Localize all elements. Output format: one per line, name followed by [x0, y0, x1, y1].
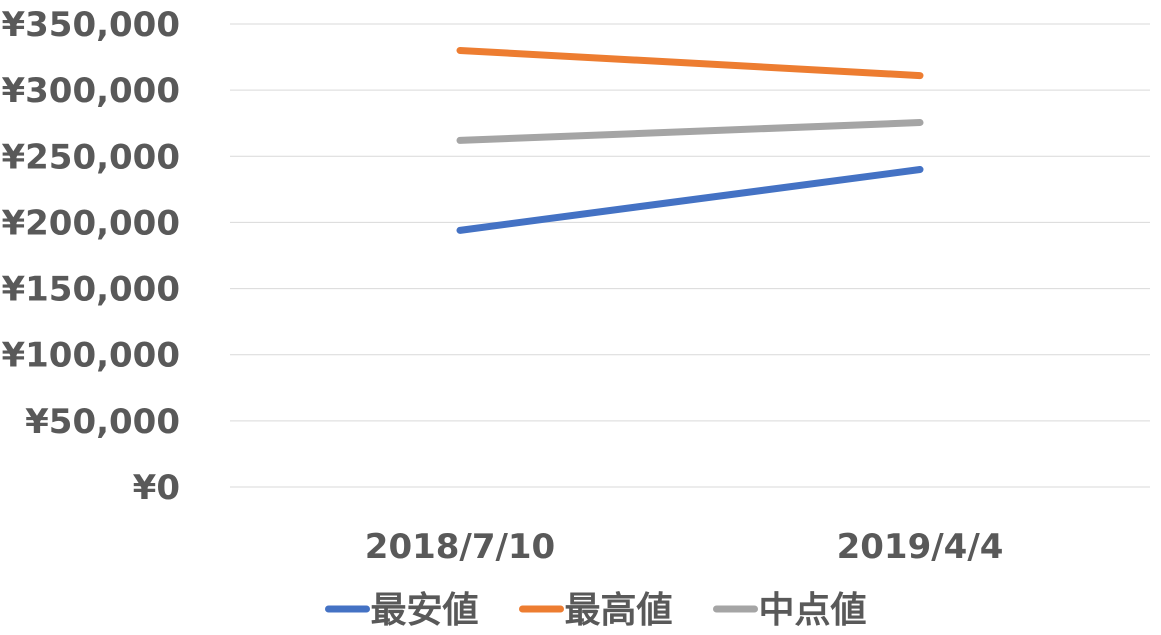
y-tick-label: ¥350,000 — [1, 5, 180, 45]
series-line-2 — [456, 119, 924, 144]
legend-item: 最高値 — [519, 590, 673, 631]
series-lines — [456, 46, 924, 234]
y-tick-label: ¥300,000 — [1, 71, 180, 111]
series-line-0 — [456, 166, 924, 234]
y-tick-label: ¥200,000 — [1, 203, 180, 243]
gridlines — [230, 23, 1150, 488]
y-tick-label: ¥50,000 — [25, 402, 180, 442]
legend: 最安値 最高値 中点値 — [325, 590, 867, 631]
y-tick-label: ¥0 — [133, 468, 180, 508]
legend-item: 中点値 — [713, 590, 867, 631]
legend-label: 最安値 — [371, 590, 479, 631]
y-axis-tick-labels: ¥0 ¥50,000 ¥100,000 ¥150,000 ¥200,000 ¥250,00… — [1, 5, 180, 508]
x-tick-label: 2018/7/10 — [365, 527, 555, 567]
y-tick-label: ¥100,000 — [1, 336, 180, 376]
legend-label: 中点値 — [759, 590, 867, 631]
y-tick-label: ¥250,000 — [1, 137, 180, 177]
y-tick-label: ¥150,000 — [1, 270, 180, 310]
x-tick-label: 2019/4/4 — [837, 527, 1004, 567]
legend-item: 最安値 — [325, 590, 479, 631]
x-axis-tick-labels: 2018/7/10 2019/4/4 — [365, 527, 1004, 567]
legend-label: 最高値 — [565, 590, 673, 631]
series-line-1 — [456, 46, 924, 80]
